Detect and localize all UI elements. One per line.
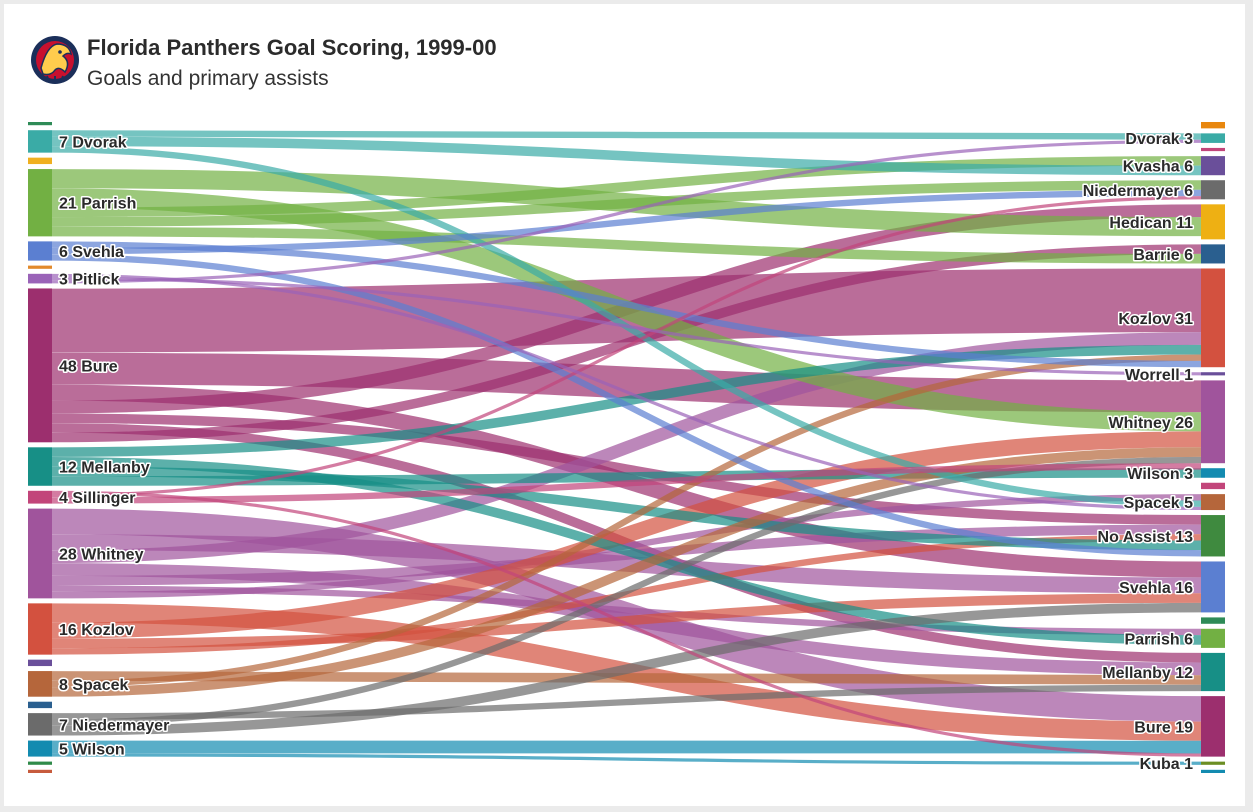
source-node-label: 6 Svehla	[59, 244, 124, 261]
flow-links	[51, 130, 1202, 765]
source-node-label: 8 Spacek	[59, 677, 128, 694]
source-node-bar	[28, 273, 52, 284]
chart-title: Florida Panthers Goal Scoring, 1999-00	[87, 35, 497, 60]
target-node-bar	[1201, 122, 1225, 129]
source-node-label: 16 Kozlov	[59, 622, 134, 639]
target-node-bar	[1201, 769, 1225, 773]
target-node-bar	[1201, 380, 1225, 464]
source-node-label: 7 Dvorak	[59, 134, 127, 151]
source-node-bar	[28, 508, 52, 599]
target-node-bar	[1201, 561, 1225, 613]
source-node-bar	[28, 769, 52, 773]
source-node-bar	[28, 265, 52, 269]
flow-link	[51, 139, 1202, 284]
target-node-label: Worrell 1	[1125, 367, 1193, 384]
flow-link	[51, 602, 1202, 736]
source-node-bar	[28, 659, 52, 667]
flow-link	[51, 130, 1202, 140]
target-node-label: Wilson 3	[1127, 466, 1193, 483]
flow-link	[51, 189, 1202, 255]
florida-panthers-logo-icon	[31, 36, 79, 84]
source-node-bar	[28, 122, 52, 126]
flow-link	[51, 136, 1202, 176]
source-node-label: 21 Parrish	[59, 196, 136, 213]
target-node-label: Kuba 1	[1140, 756, 1193, 773]
source-node-bar	[28, 288, 52, 443]
source-node-label: 48 Bure	[59, 358, 118, 375]
flow-link	[51, 354, 1202, 688]
target-node-label: No Assist 13	[1098, 529, 1194, 546]
flow-link	[51, 226, 1202, 264]
source-node-label: 5 Wilson	[59, 742, 125, 759]
flow-link	[51, 593, 1202, 649]
target-node-label: Hedican 11	[1109, 215, 1193, 232]
source-node-label: 7 Niedermayer	[59, 717, 169, 734]
target-node-label: Kvasha 6	[1123, 159, 1193, 176]
source-node-bar	[28, 169, 52, 237]
target-node-bar	[1201, 180, 1225, 200]
target-node-bar	[1201, 204, 1225, 240]
target-node-label: Barrie 6	[1133, 247, 1193, 264]
flow-link	[51, 684, 1202, 720]
target-node-bar	[1201, 515, 1225, 557]
source-node-label: 4 Sillinger	[59, 490, 135, 507]
target-node-bar	[1201, 147, 1225, 152]
target-node-label: Parrish 6	[1125, 631, 1194, 648]
target-node-bar	[1201, 156, 1225, 176]
target-node-bar	[1201, 482, 1225, 490]
source-node-bar	[28, 740, 52, 757]
target-node-bar	[1201, 652, 1225, 692]
flow-link	[51, 254, 1202, 557]
source-node-bar	[28, 701, 52, 709]
flow-link	[51, 431, 1202, 639]
source-node-bar	[28, 713, 52, 736]
target-node-label: Niedermayer 6	[1083, 183, 1193, 200]
flow-link	[51, 241, 1202, 368]
flow-link	[51, 753, 1202, 765]
flow-link	[51, 352, 1202, 413]
source-node-bar	[28, 130, 52, 153]
target-node-bar	[1201, 133, 1225, 143]
target-node-label: Svehla 16	[1119, 580, 1193, 597]
target-node-label: Spacek 5	[1124, 495, 1193, 512]
target-node-bar	[1201, 468, 1225, 478]
flow-nodes	[28, 122, 1225, 773]
flow-link	[51, 273, 1202, 511]
flow-link	[51, 490, 1202, 757]
flow-link	[51, 456, 1202, 726]
target-node-bar	[1201, 494, 1225, 511]
target-node-bar	[1201, 761, 1225, 765]
target-node-bar	[1201, 696, 1225, 757]
source-node-bar	[28, 157, 52, 165]
flow-labels: 7 Dvorak 21 Parrish 6 Svehla 3 Pitlick 48 Bu…	[58, 130, 1195, 775]
flow-link	[51, 180, 1202, 227]
target-node-label: Dvorak 3	[1125, 131, 1193, 148]
source-node-label: 28 Whitney	[59, 546, 144, 563]
source-node-label: 3 Pitlick	[59, 272, 120, 289]
flow-link	[51, 463, 1202, 504]
source-node-bar	[28, 490, 52, 504]
target-node-bar	[1201, 244, 1225, 264]
source-node-bar	[28, 241, 52, 261]
flow-link	[51, 196, 1202, 498]
target-node-bar	[1201, 628, 1225, 648]
target-node-label: Mellanby 12	[1102, 665, 1193, 682]
source-node-bar	[28, 671, 52, 697]
target-node-bar	[1201, 268, 1225, 368]
chart-subtitle: Goals and primary assists	[87, 67, 329, 90]
source-node-bar	[28, 447, 52, 486]
target-node-label: Kozlov 31	[1118, 311, 1193, 328]
target-node-bar	[1201, 617, 1225, 624]
source-node-bar	[28, 603, 52, 655]
flow-link	[51, 156, 1202, 218]
target-node-bar	[1201, 372, 1225, 376]
flow-link	[51, 277, 1202, 376]
target-node-label: Whitney 26	[1109, 415, 1194, 432]
source-node-bar	[28, 761, 52, 765]
target-node-label: Bure 19	[1134, 719, 1193, 736]
source-node-label: 12 Mellanby	[59, 460, 150, 477]
